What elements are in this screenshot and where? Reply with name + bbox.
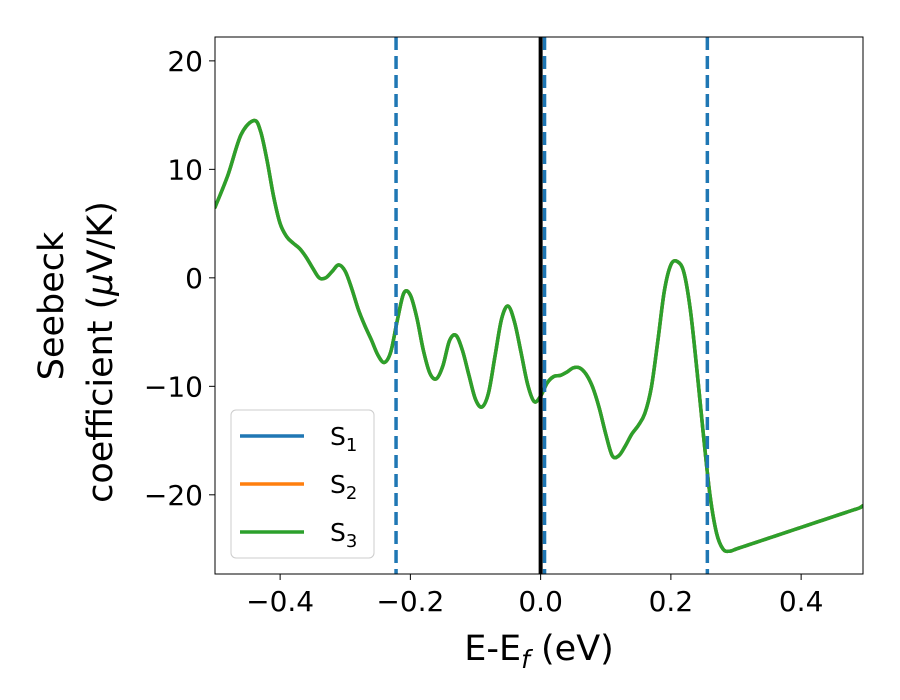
y-axis: −20 −10 0 10 20 <box>144 45 215 512</box>
series-line-s3 <box>215 118 863 554</box>
y-tick-label: 0 <box>185 262 203 295</box>
x-tick-label: 0.2 <box>649 585 694 618</box>
y-axis-label-line2: coefficient (μV/K) <box>81 201 121 503</box>
x-tick-label: −0.4 <box>246 585 314 618</box>
legend-label-s3: S3 <box>330 518 357 552</box>
plot-frame <box>214 36 864 575</box>
y-tick-label: −10 <box>144 370 203 403</box>
x-axis-label: E-Ef (eV) <box>464 629 614 674</box>
y-tick-label: −20 <box>144 479 203 512</box>
x-tick-label: −0.2 <box>376 585 444 618</box>
legend-label-s2: S2 <box>330 470 357 504</box>
x-axis: −0.4 −0.2 0.0 0.2 0.4 <box>246 574 823 618</box>
x-tick-label: 0.0 <box>518 585 563 618</box>
plot-area <box>215 118 863 554</box>
x-tick-label: 0.4 <box>779 585 824 618</box>
y-tick-label: 10 <box>167 153 203 186</box>
y-axis-label-line1: Seebeck <box>32 231 72 380</box>
reference-lines <box>394 37 710 574</box>
y-tick-label: 20 <box>167 45 203 78</box>
legend: S1 S2 S3 <box>230 409 375 559</box>
legend-label-s1: S1 <box>330 422 357 456</box>
